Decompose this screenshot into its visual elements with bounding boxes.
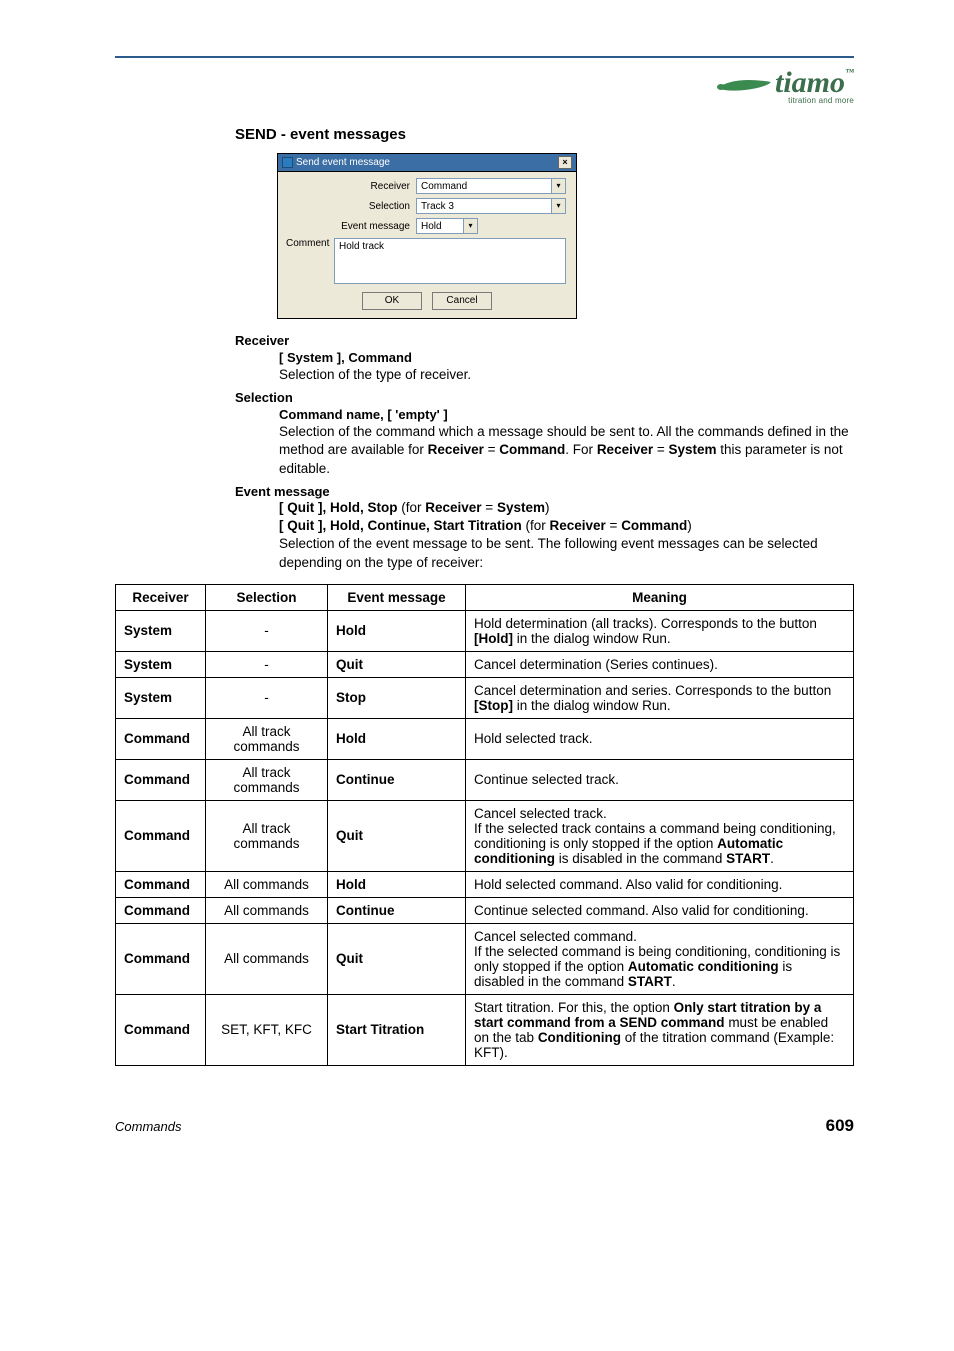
page: tiamo™ titration and more SEND - event m…	[0, 0, 954, 1176]
th-selection: Selection	[206, 584, 328, 610]
footer-right: 609	[826, 1116, 854, 1136]
table-row: CommandAll track commandsHoldHold select…	[116, 718, 854, 759]
dialog-title: Send event message	[296, 157, 390, 168]
cell-meaning: Hold selected track.	[466, 718, 854, 759]
footer-left: Commands	[115, 1119, 181, 1134]
logo-text: tiamo™	[775, 68, 854, 98]
page-footer: Commands 609	[115, 1116, 854, 1136]
table-row: CommandAll track commandsContinueContinu…	[116, 759, 854, 800]
cell-selection: -	[206, 610, 328, 651]
param-eventmsg-desc: Selection of the event message to be sen…	[279, 535, 854, 571]
th-meaning: Meaning	[466, 584, 854, 610]
selection-label: Selection	[286, 201, 416, 212]
table-row: CommandAll commandsContinueContinue sele…	[116, 897, 854, 923]
cell-selection: All track commands	[206, 718, 328, 759]
th-receiver: Receiver	[116, 584, 206, 610]
selection-combo[interactable]: Track 3 ▾	[416, 198, 566, 214]
cell-eventmsg: Stop	[328, 677, 466, 718]
cell-receiver: Command	[116, 994, 206, 1065]
cell-receiver: System	[116, 610, 206, 651]
param-eventmsg-opts1: [ Quit ], Hold, Stop (for Receiver = Sys…	[279, 499, 854, 517]
cell-eventmsg: Hold	[328, 718, 466, 759]
cell-receiver: Command	[116, 800, 206, 871]
cell-meaning: Start titration. For this, the option On…	[466, 994, 854, 1065]
chevron-down-icon[interactable]: ▾	[551, 179, 565, 193]
cell-eventmsg: Quit	[328, 923, 466, 994]
chevron-down-icon[interactable]: ▾	[463, 219, 477, 233]
dialog-titlebar: Send event message ×	[278, 154, 576, 172]
header-rule	[115, 56, 854, 58]
cell-selection: All track commands	[206, 800, 328, 871]
cell-meaning: Continue selected command. Also valid fo…	[466, 897, 854, 923]
cell-eventmsg: Start Titration	[328, 994, 466, 1065]
cell-eventmsg: Quit	[328, 800, 466, 871]
param-receiver-desc: Selection of the type of receiver.	[279, 366, 854, 384]
cell-meaning: Cancel selected command.If the selected …	[466, 923, 854, 994]
section-title: SEND - event messages	[235, 126, 854, 143]
table-row: CommandAll track commandsQuitCancel sele…	[116, 800, 854, 871]
cell-selection: All commands	[206, 871, 328, 897]
comment-label: Comment	[286, 238, 334, 249]
cell-receiver: Command	[116, 718, 206, 759]
cell-selection: -	[206, 677, 328, 718]
cell-receiver: System	[116, 651, 206, 677]
event-message-table: Receiver Selection Event message Meaning…	[115, 584, 854, 1066]
cell-eventmsg: Continue	[328, 759, 466, 800]
cell-eventmsg: Hold	[328, 871, 466, 897]
ok-button[interactable]: OK	[362, 292, 422, 310]
cell-meaning: Cancel selected track.If the selected tr…	[466, 800, 854, 871]
swoosh-icon	[715, 72, 775, 94]
cell-meaning: Cancel determination and series. Corresp…	[466, 677, 854, 718]
table-row: CommandSET, KFT, KFCStart TitrationStart…	[116, 994, 854, 1065]
table-row: System-QuitCancel determination (Series …	[116, 651, 854, 677]
close-icon[interactable]: ×	[558, 156, 572, 169]
cell-selection: All track commands	[206, 759, 328, 800]
send-event-dialog: Send event message × Receiver Command ▾ …	[277, 153, 577, 319]
cell-meaning: Cancel determination (Series continues).	[466, 651, 854, 677]
cell-selection: SET, KFT, KFC	[206, 994, 328, 1065]
table-header-row: Receiver Selection Event message Meaning	[116, 584, 854, 610]
cell-receiver: Command	[116, 871, 206, 897]
eventmsg-label: Event message	[286, 221, 416, 232]
param-selection-options: Command name, [ 'empty' ]	[279, 407, 854, 422]
chevron-down-icon[interactable]: ▾	[551, 199, 565, 213]
cell-eventmsg: Hold	[328, 610, 466, 651]
cell-receiver: Command	[116, 923, 206, 994]
cell-eventmsg: Continue	[328, 897, 466, 923]
cell-eventmsg: Quit	[328, 651, 466, 677]
eventmsg-combo[interactable]: Hold ▾	[416, 218, 478, 234]
cell-receiver: Command	[116, 759, 206, 800]
cell-meaning: Hold determination (all tracks). Corresp…	[466, 610, 854, 651]
param-receiver-options: [ System ], Command	[279, 350, 854, 365]
content-area: SEND - event messages Send event message…	[235, 126, 854, 1066]
param-eventmsg-opts2: [ Quit ], Hold, Continue, Start Titratio…	[279, 517, 854, 535]
param-selection-desc: Selection of the command which a message…	[279, 423, 854, 478]
receiver-combo[interactable]: Command ▾	[416, 178, 566, 194]
cell-receiver: System	[116, 677, 206, 718]
param-eventmsg-name: Event message	[235, 484, 854, 499]
table-row: System-HoldHold determination (all track…	[116, 610, 854, 651]
cell-receiver: Command	[116, 897, 206, 923]
th-eventmsg: Event message	[328, 584, 466, 610]
logo-block: tiamo™ titration and more	[115, 68, 854, 108]
cell-meaning: Continue selected track.	[466, 759, 854, 800]
param-selection-name: Selection	[235, 390, 854, 405]
cancel-button[interactable]: Cancel	[432, 292, 492, 310]
cell-meaning: Hold selected command. Also valid for co…	[466, 871, 854, 897]
dialog-icon	[282, 157, 293, 168]
cell-selection: All commands	[206, 923, 328, 994]
table-row: CommandAll commandsQuitCancel selected c…	[116, 923, 854, 994]
param-receiver-name: Receiver	[235, 333, 854, 348]
receiver-label: Receiver	[286, 181, 416, 192]
cell-selection: All commands	[206, 897, 328, 923]
comment-textarea[interactable]: Hold track	[334, 238, 566, 284]
param-block: Receiver [ System ], Command Selection o…	[235, 333, 854, 572]
table-row: System-StopCancel determination and seri…	[116, 677, 854, 718]
cell-selection: -	[206, 651, 328, 677]
table-row: CommandAll commandsHoldHold selected com…	[116, 871, 854, 897]
